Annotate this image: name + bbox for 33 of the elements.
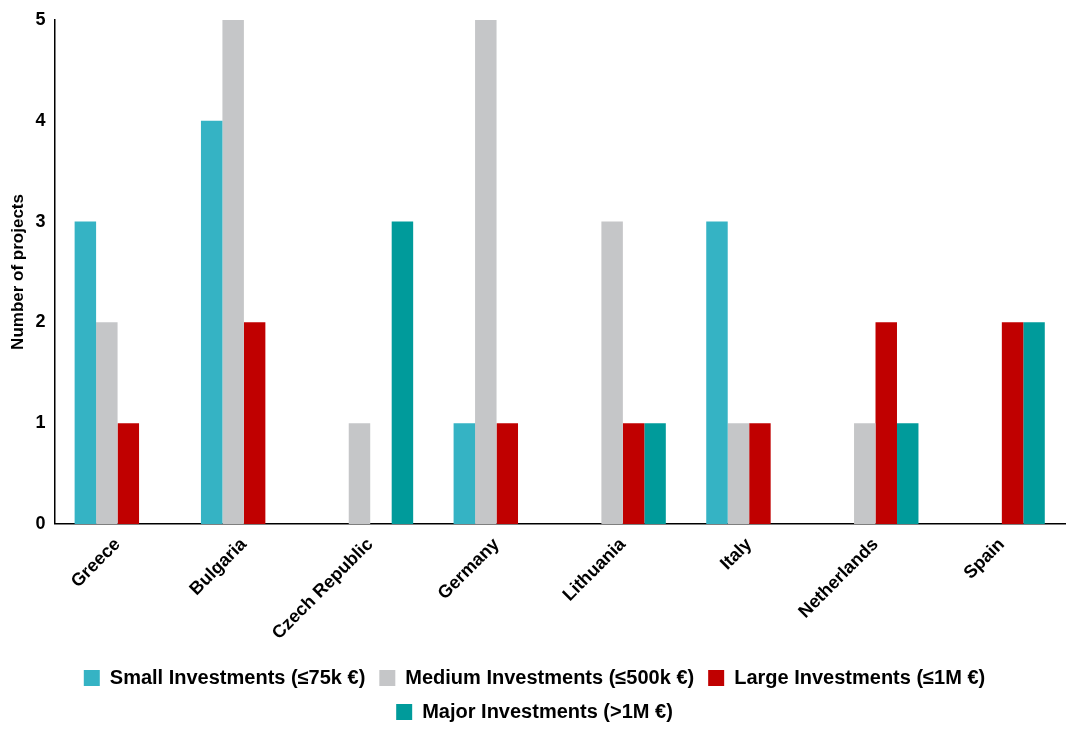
bar: [243, 322, 266, 524]
bar: [706, 221, 728, 524]
y-tick-label: 1: [35, 412, 46, 433]
legend-label: Small Investments (≤75k €): [109, 665, 366, 688]
bar: [117, 423, 140, 524]
bar: [1001, 322, 1024, 524]
y-tick-label: 4: [35, 109, 46, 130]
legend-label: Major Investments (>1M €): [422, 699, 673, 722]
bar: [74, 221, 97, 524]
y-axis-title: Number of projects: [7, 194, 27, 350]
y-tick-label: 3: [35, 210, 46, 231]
bar: [601, 221, 623, 524]
bar: [644, 423, 666, 524]
legend-label: Large Investments (≤1M €): [734, 665, 986, 688]
bar: [391, 221, 414, 524]
bar: [1023, 322, 1045, 524]
bar: [749, 423, 771, 524]
bar: [475, 20, 497, 524]
bar: [896, 423, 919, 524]
bar: [875, 322, 897, 524]
y-tick-label: 5: [35, 8, 46, 29]
bar: [453, 423, 476, 524]
y-tick-label: 2: [35, 311, 46, 332]
legend-label: Medium Investments (≤500k €): [405, 665, 695, 688]
bar: [622, 423, 645, 524]
bar: [348, 423, 371, 524]
bar: [727, 423, 750, 524]
bar: [496, 423, 519, 524]
bar: [96, 322, 118, 524]
y-tick-label: 0: [35, 512, 46, 533]
bar: [200, 120, 223, 524]
bar: [854, 423, 876, 524]
bar: [222, 20, 244, 524]
